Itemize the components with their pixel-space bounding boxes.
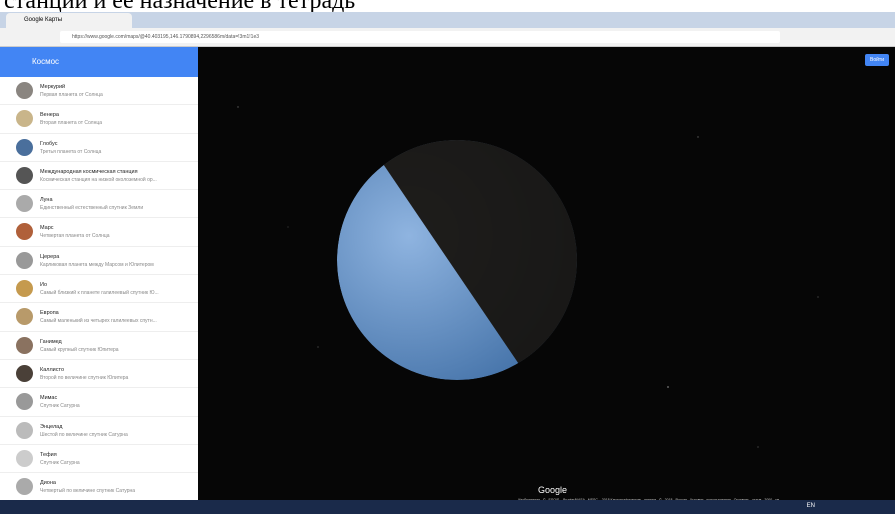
item-name: Церера bbox=[40, 254, 59, 260]
item-name: Диона bbox=[40, 480, 56, 486]
item-desc: Четвертая планета от Солнца bbox=[40, 233, 110, 239]
item-name: Марс bbox=[40, 225, 54, 231]
thumbnail bbox=[16, 308, 33, 325]
planet bbox=[337, 127, 578, 407]
item-desc: Самый близкий к планете галилеевый спутн… bbox=[40, 290, 159, 296]
thumbnail bbox=[16, 478, 33, 495]
item-name: Европа bbox=[40, 310, 59, 316]
thumbnail bbox=[16, 422, 33, 439]
item-desc: Второй по величине спутник Юпитера bbox=[40, 375, 128, 381]
list-item[interactable]: Ио Самый близкий к планете галилеевый спу… bbox=[0, 275, 198, 303]
item-name: Ганимед bbox=[40, 339, 62, 345]
list-item[interactable]: Международная космическая станция Космиче… bbox=[0, 162, 198, 190]
item-desc: Самый крупный спутник Юпитера bbox=[40, 347, 119, 353]
thumbnail bbox=[16, 252, 33, 269]
list-item[interactable]: Ганимед Самый крупный спутник Юпитера bbox=[0, 332, 198, 360]
list-item[interactable]: Меркурий Первая планета от Солнца bbox=[0, 77, 198, 105]
sidebar: Космос Меркурий Первая планета от Солнца Ве… bbox=[0, 47, 198, 500]
taskbar: EN bbox=[0, 500, 895, 514]
list-item[interactable]: Церера Карликовая планета между Марсом и … bbox=[0, 247, 198, 275]
thumbnail bbox=[16, 139, 33, 156]
space-view bbox=[198, 47, 895, 500]
sidebar-title: Космос bbox=[0, 47, 198, 77]
list-item[interactable]: Венера Вторая планета от Солнца bbox=[0, 105, 198, 133]
thumbnail bbox=[16, 167, 33, 184]
item-desc: Вторая планета от Солнца bbox=[40, 120, 102, 126]
list-item[interactable]: Диона Четвертый по величине спутник Сатур… bbox=[0, 473, 198, 500]
list-item[interactable]: Мимас Спутник Сатурна bbox=[0, 388, 198, 416]
item-desc: Шестой по величине спутник Сатурна bbox=[40, 432, 128, 438]
list-item[interactable]: Европа Самый маленький из четырех галилее… bbox=[0, 303, 198, 331]
list-item[interactable]: Тефия Спутник Сатурна bbox=[0, 445, 198, 473]
thumbnail bbox=[16, 280, 33, 297]
thumbnail bbox=[16, 110, 33, 127]
page: станции и ее назначение в тетрадь Google… bbox=[0, 0, 895, 514]
thumbnail bbox=[16, 195, 33, 212]
item-desc: Самый маленький из четырех галилеевых сп… bbox=[40, 318, 157, 324]
list-item[interactable]: Каллисто Второй по величине спутник Юпите… bbox=[0, 360, 198, 388]
tab-bar: Google Карты bbox=[0, 12, 895, 28]
thumbnail bbox=[16, 450, 33, 467]
item-desc: Единственный естественный спутник Земли bbox=[40, 205, 143, 211]
item-desc: Космическая станция на низкой околоземно… bbox=[40, 177, 157, 183]
url-field[interactable]: https://www.google.com/maps/@40.403195,1… bbox=[60, 31, 780, 43]
item-name: Ио bbox=[40, 282, 47, 288]
item-desc: Спутник Сатурна bbox=[40, 403, 80, 409]
item-name: Мимас bbox=[40, 395, 57, 401]
item-name: Энцелад bbox=[40, 424, 62, 430]
item-name: Глобус bbox=[40, 141, 57, 147]
item-name: Тефия bbox=[40, 452, 57, 458]
item-desc: Спутник Сатурна bbox=[40, 460, 80, 466]
item-name: Каллисто bbox=[40, 367, 64, 373]
thumbnail bbox=[16, 337, 33, 354]
item-desc: Четвертый по величине спутник Сатурна bbox=[40, 488, 135, 494]
item-name: Международная космическая станция bbox=[40, 169, 138, 175]
list-item[interactable]: Луна Единственный естественный спутник Зе… bbox=[0, 190, 198, 218]
thumbnail bbox=[16, 82, 33, 99]
thumbnail bbox=[16, 393, 33, 410]
item-name: Венера bbox=[40, 112, 59, 118]
item-desc: Первая планета от Солнца bbox=[40, 92, 103, 98]
address-bar: https://www.google.com/maps/@40.403195,1… bbox=[0, 28, 895, 47]
list-item[interactable]: Глобус Третья планета от Солнца bbox=[0, 134, 198, 162]
item-name: Меркурий bbox=[40, 84, 65, 90]
thumbnail bbox=[16, 365, 33, 382]
item-name: Луна bbox=[40, 197, 53, 203]
item-desc: Третья планета от Солнца bbox=[40, 149, 101, 155]
tab[interactable]: Google Карты bbox=[6, 13, 132, 28]
logo: Google bbox=[538, 485, 567, 495]
language[interactable]: EN bbox=[807, 503, 815, 509]
thumbnail bbox=[16, 223, 33, 240]
list-item[interactable]: Марс Четвертая планета от Солнца bbox=[0, 218, 198, 246]
list: Меркурий Первая планета от Солнца Венера Вт… bbox=[0, 77, 198, 500]
item-desc: Карликовая планета между Марсом и Юпитер… bbox=[40, 262, 154, 268]
list-item[interactable]: Энцелад Шестой по величине спутник Сатурн… bbox=[0, 417, 198, 445]
map[interactable]: Войти Google Изображения © ESO/S. Brunie… bbox=[198, 47, 895, 500]
sign-in-button[interactable]: Войти bbox=[865, 54, 889, 66]
